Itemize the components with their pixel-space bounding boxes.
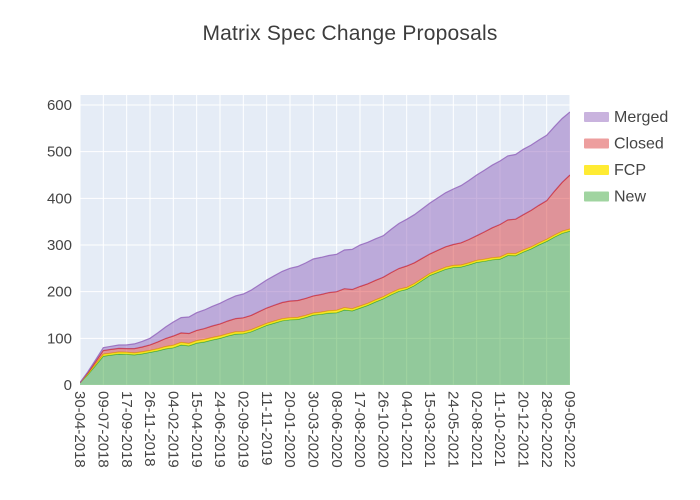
svg-text:09-05-2022: 09-05-2022 [561, 391, 578, 468]
svg-text:30-03-2020: 30-03-2020 [305, 391, 322, 468]
legend-label-closed: Closed [614, 136, 664, 153]
area-merged [80, 111, 570, 384]
legend-item-fcp[interactable]: FCP [584, 162, 646, 179]
svg-text:600: 600 [47, 97, 72, 114]
svg-text:26-11-2018: 26-11-2018 [141, 391, 158, 467]
gridlines [79, 95, 571, 386]
areas [80, 111, 570, 385]
svg-text:04-01-2021: 04-01-2021 [398, 391, 415, 468]
legend-item-merged[interactable]: Merged [584, 109, 668, 126]
legend: Merged Closed FCP New [584, 109, 668, 206]
legend-label-merged: Merged [614, 109, 668, 126]
svg-text:24-06-2019: 24-06-2019 [211, 391, 228, 468]
legend-swatch-closed [584, 138, 609, 149]
legend-item-closed[interactable]: Closed [584, 136, 664, 153]
legend-swatch-merged [584, 112, 609, 122]
chart-title: Matrix Spec Change Proposals [202, 22, 498, 45]
svg-text:02-08-2021: 02-08-2021 [468, 391, 485, 468]
svg-text:20-01-2020: 20-01-2020 [281, 391, 298, 468]
svg-text:02-09-2019: 02-09-2019 [235, 391, 252, 468]
svg-text:0: 0 [64, 377, 72, 394]
legend-label-fcp: FCP [614, 162, 646, 179]
svg-text:20-12-2021: 20-12-2021 [515, 391, 532, 468]
svg-text:400: 400 [47, 190, 72, 207]
svg-text:15-04-2019: 15-04-2019 [188, 391, 205, 468]
svg-text:30-04-2018: 30-04-2018 [71, 391, 88, 468]
legend-swatch-new [584, 191, 609, 202]
svg-text:26-10-2020: 26-10-2020 [375, 391, 392, 468]
area-fcp [80, 228, 570, 384]
svg-text:04-02-2019: 04-02-2019 [165, 391, 182, 468]
svg-text:24-05-2021: 24-05-2021 [445, 391, 462, 468]
legend-label-new: New [614, 189, 646, 206]
svg-text:17-08-2020: 17-08-2020 [351, 391, 368, 468]
x-axis-labels: 30-04-2018 09-07-2018 17-09-2018 26-11-2018… [71, 391, 578, 468]
svg-text:28-02-2022: 28-02-2022 [538, 391, 555, 468]
svg-text:17-09-2018: 17-09-2018 [118, 391, 135, 468]
y-axis-labels: 0 100 200 300 400 500 600 [47, 97, 72, 394]
svg-text:08-06-2020: 08-06-2020 [328, 391, 345, 468]
svg-text:100: 100 [47, 330, 72, 347]
svg-text:300: 300 [47, 237, 72, 254]
svg-text:200: 200 [47, 284, 72, 301]
svg-text:500: 500 [47, 144, 72, 161]
legend-item-new[interactable]: New [584, 189, 646, 206]
svg-text:11-11-2019: 11-11-2019 [258, 391, 275, 466]
svg-text:15-03-2021: 15-03-2021 [421, 391, 438, 468]
svg-text:09-07-2018: 09-07-2018 [95, 391, 112, 468]
svg-text:11-10-2021: 11-10-2021 [491, 391, 508, 467]
legend-swatch-fcp [584, 165, 609, 175]
